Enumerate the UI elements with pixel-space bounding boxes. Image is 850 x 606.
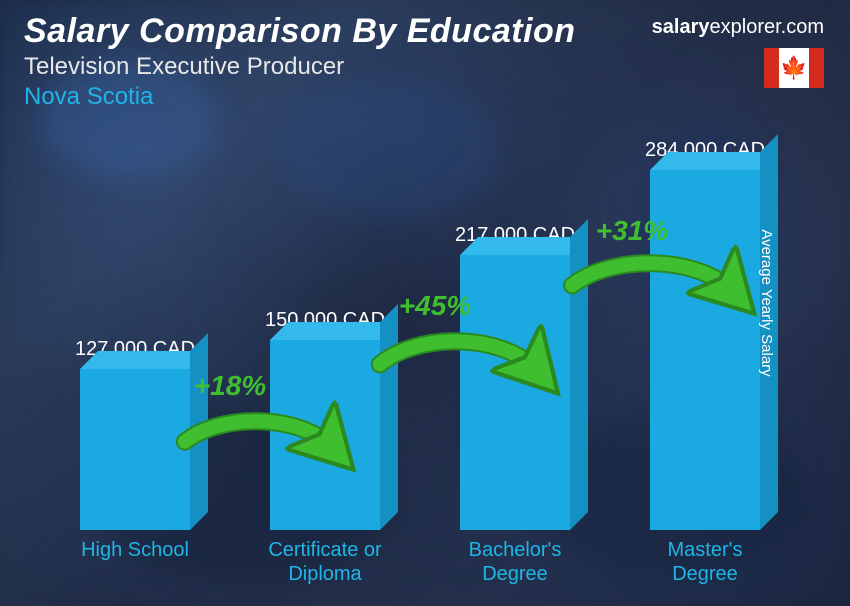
flag-canada-icon: 🍁 [764,48,824,88]
category-label: High School [40,538,230,586]
bar-chart: +18%+45%+31% 127,000 CAD150,000 CAD217,0… [40,130,800,586]
maple-leaf-icon: 🍁 [780,57,807,79]
category-label: Bachelor's Degree [420,538,610,586]
region-label: Nova Scotia [24,83,826,111]
y-axis-label: Average Yearly Salary [758,229,775,376]
bar [80,369,190,530]
bar [270,340,380,530]
brand-thin: explorer [710,16,781,38]
brand-bold: salary [652,16,710,38]
bar-group: 150,000 CAD [230,309,420,530]
bar-group: 127,000 CAD [40,338,230,530]
bar-group: 217,000 CAD [420,224,610,530]
brand-suffix: .com [781,16,824,38]
bar [650,170,760,530]
category-label: Certificate or Diploma [230,538,420,586]
subtitle: Television Executive Producer [24,53,826,81]
brand-logo: salaryexplorer.com [652,16,824,39]
category-labels: High SchoolCertificate or DiplomaBachelo… [40,538,800,586]
category-label: Master's Degree [610,538,800,586]
bars-container: 127,000 CAD150,000 CAD217,000 CAD284,000… [40,140,800,530]
bar [460,255,570,530]
